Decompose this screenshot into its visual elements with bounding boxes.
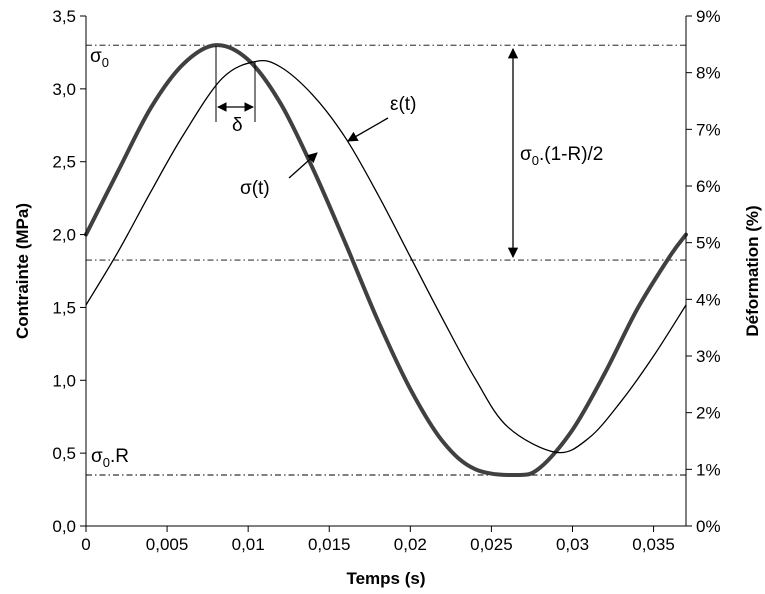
reference-lines bbox=[86, 45, 686, 475]
y-left-tick-label: 0,5 bbox=[52, 444, 76, 463]
annotation-epsilon: ε(t) bbox=[390, 94, 416, 115]
y-right-tick-label: 7% bbox=[696, 120, 721, 139]
y-left-tick-label: 1,5 bbox=[52, 298, 76, 317]
x-tick-label: 0,025 bbox=[470, 535, 513, 554]
annotation-sigma0: σ0 bbox=[90, 46, 109, 70]
x-tick-label: 0,035 bbox=[632, 535, 675, 554]
y-left-tick-label: 1,0 bbox=[52, 371, 76, 390]
x-tick-label: 0 bbox=[81, 535, 90, 554]
y-axis-right-label: Déformation (%) bbox=[743, 205, 762, 336]
x-tick-label: 0,005 bbox=[146, 535, 189, 554]
x-tick-label: 0,03 bbox=[556, 535, 589, 554]
y-right-tick-label: 4% bbox=[696, 290, 721, 309]
annotation-delta: δ bbox=[232, 115, 243, 136]
y-right-tick-label: 0% bbox=[696, 517, 721, 536]
x-axis-label: Temps (s) bbox=[346, 569, 425, 588]
y-right-tick-label: 2% bbox=[696, 404, 721, 423]
annotation-sigma0-r: σ0.R bbox=[91, 446, 129, 470]
y-right-tick-label: 5% bbox=[696, 234, 721, 253]
x-tick-label: 0,01 bbox=[232, 535, 265, 554]
y-axis-left-label: Contrainte (MPa) bbox=[13, 203, 32, 339]
annotation-amplitude: σ0.(1-R)/2 bbox=[520, 144, 603, 168]
y-right-tick-label: 9% bbox=[696, 7, 721, 26]
x-tick-label: 0,015 bbox=[308, 535, 351, 554]
x-tick-label: 0,02 bbox=[394, 535, 427, 554]
y-left-tick-label: 3,5 bbox=[52, 7, 76, 26]
ticks: 0 0,005 0,01 0,015 0,02 0,025 0,03 0,035 0,0 0,5 1… bbox=[52, 7, 720, 554]
y-left-tick-label: 2,5 bbox=[52, 153, 76, 172]
y-left-tick-label: 3,0 bbox=[52, 80, 76, 99]
y-right-tick-label: 1% bbox=[696, 460, 721, 479]
epsilon-pointer bbox=[348, 118, 388, 141]
y-left-tick-label: 2,0 bbox=[52, 226, 76, 245]
y-left-tick-label: 0,0 bbox=[52, 517, 76, 536]
annotation-sigma: σ(t) bbox=[240, 178, 270, 199]
y-right-tick-label: 8% bbox=[696, 64, 721, 83]
y-right-tick-label: 6% bbox=[696, 177, 721, 196]
y-right-tick-label: 3% bbox=[696, 347, 721, 366]
